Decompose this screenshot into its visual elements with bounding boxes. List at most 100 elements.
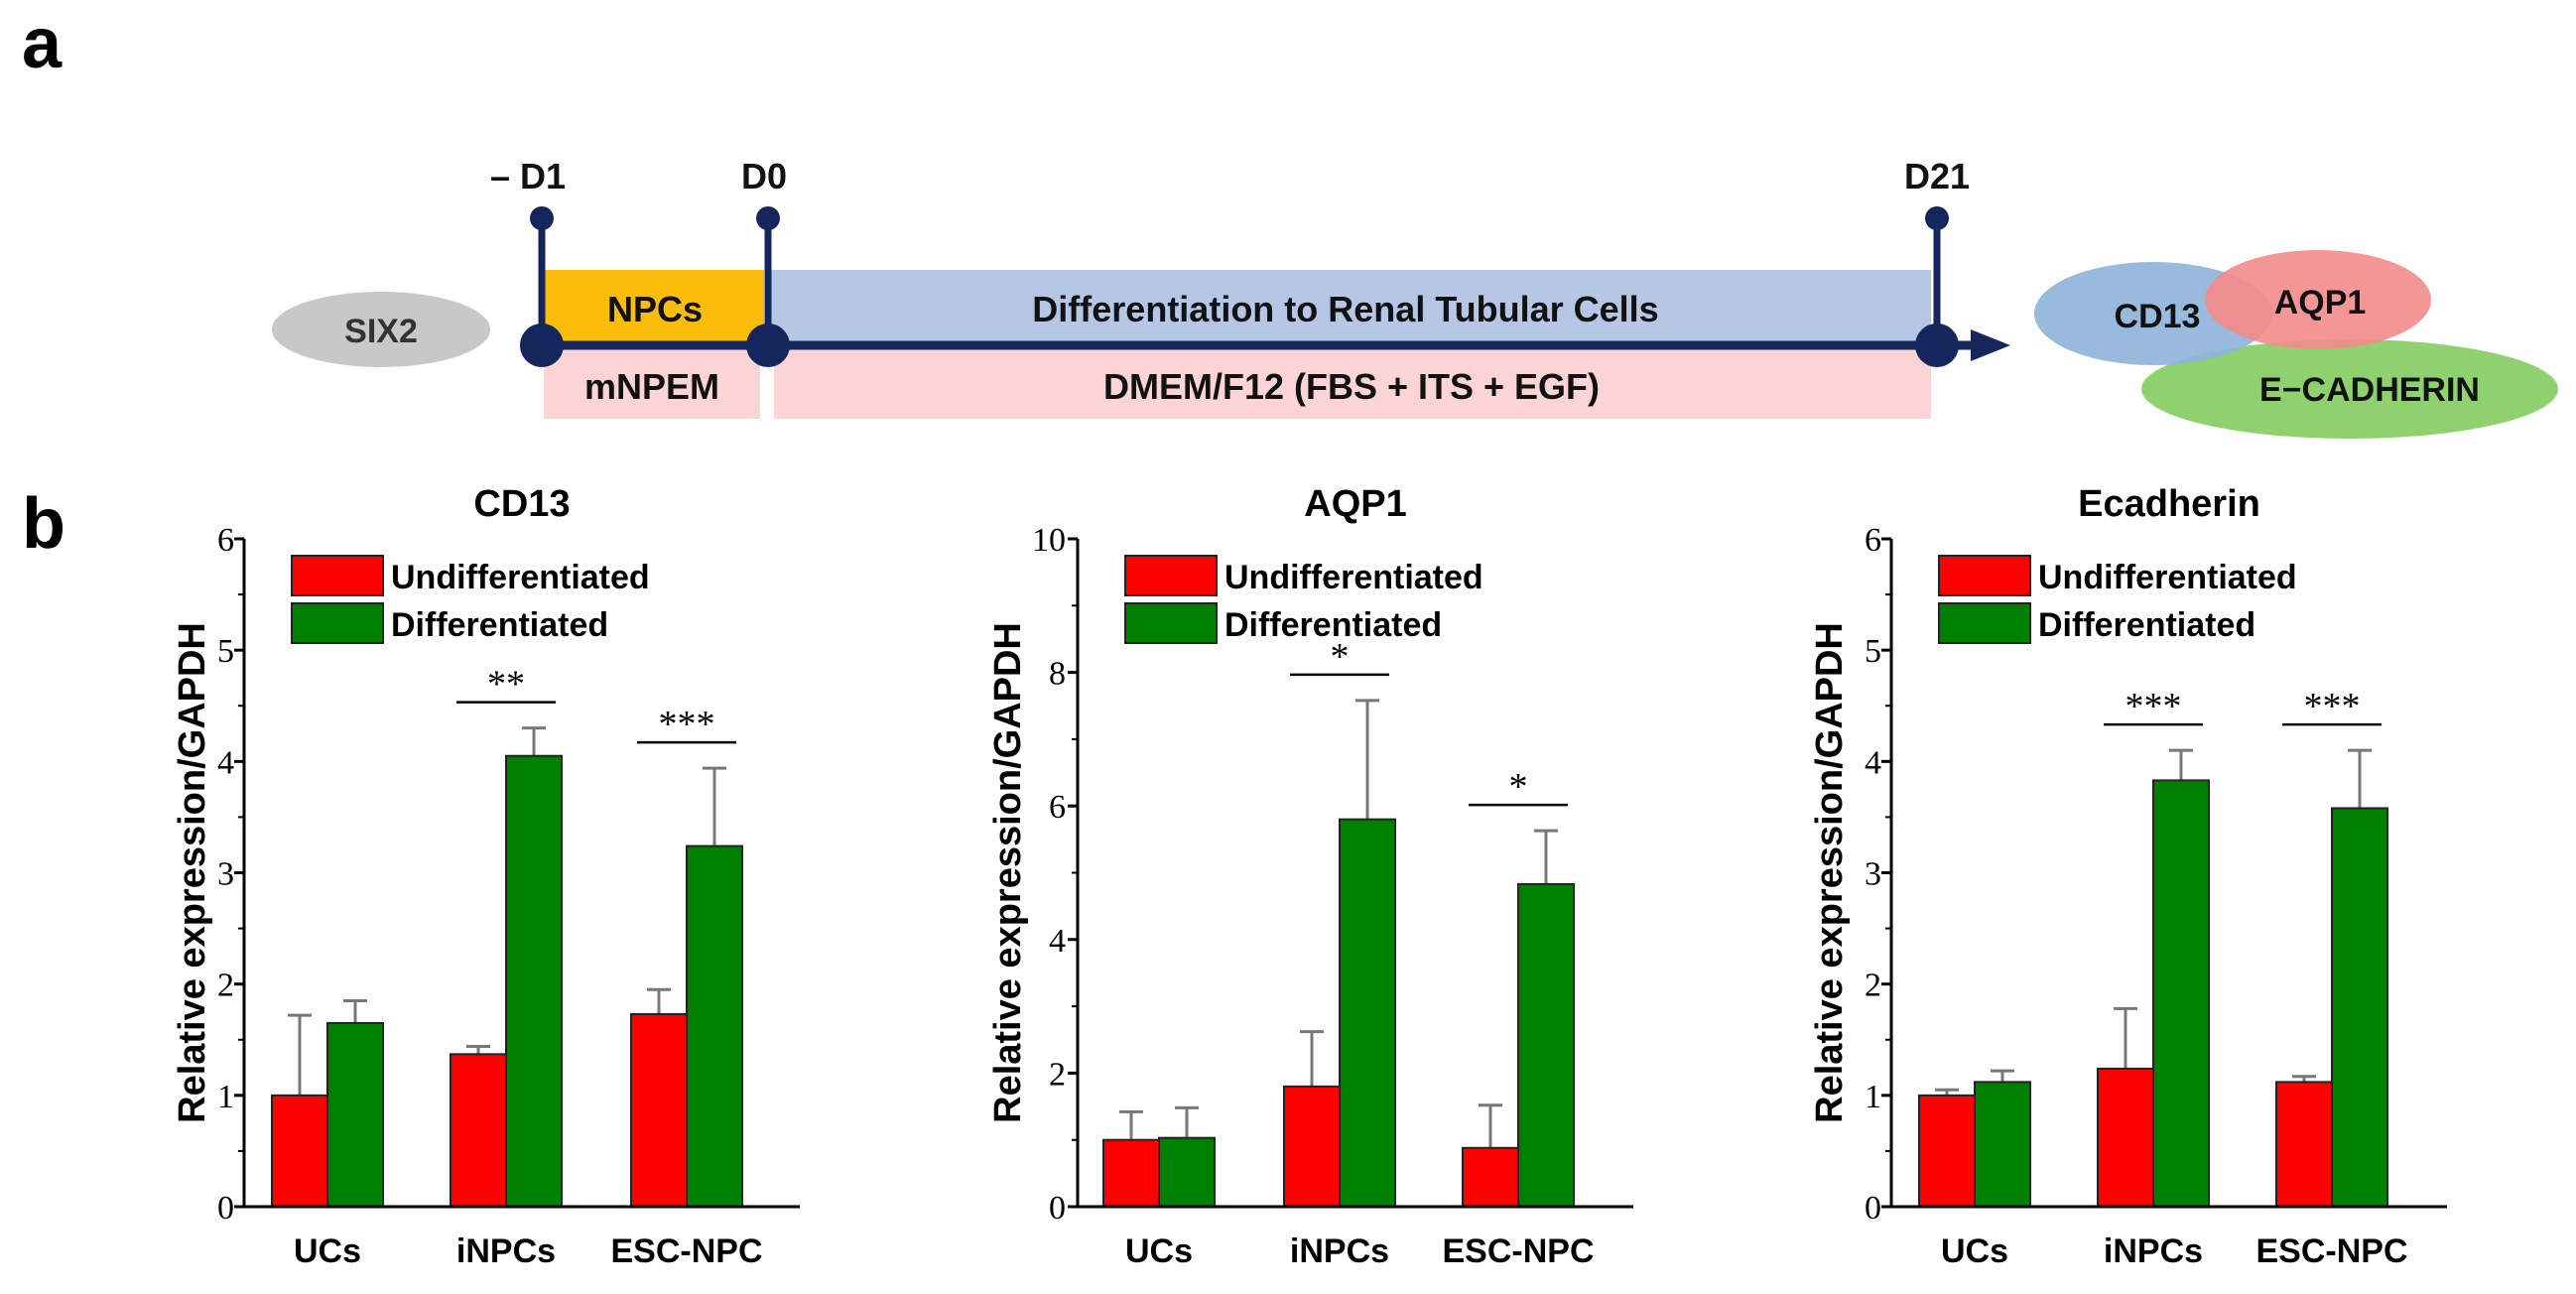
y-tick-label: 3 bbox=[1865, 856, 1881, 893]
bar-diff-esc-npc bbox=[1517, 882, 1575, 1208]
mnpem-media-label: mNPEM bbox=[584, 366, 719, 407]
x-tick-label: UCs bbox=[294, 1232, 361, 1270]
differentiation-stage-label: Differentiation to Renal Tubular Cells bbox=[1032, 289, 1658, 329]
chart-ecadherin: 0 1 2 3 4 5 6 UCs iNPCs ESC-NPC Ecadherin Relative … bbox=[1809, 483, 2447, 1270]
bar-diff-inpcs bbox=[2152, 779, 2210, 1208]
bar-undiff-esc-npc bbox=[2275, 1081, 2333, 1208]
timeline-diagram: SIX2 NPCs Differentiation to Renal Tubul… bbox=[272, 156, 2558, 439]
significance-stars: *** bbox=[2125, 686, 2182, 727]
tick-d-minus1-knob bbox=[530, 206, 554, 230]
timeline-arrow-icon bbox=[1971, 329, 2010, 361]
bar-undiff-ucs bbox=[271, 1094, 328, 1209]
y-tick-label: 2 bbox=[1865, 968, 1881, 1004]
x-tick-label: ESC-NPC bbox=[1442, 1232, 1594, 1270]
chart-title: AQP1 bbox=[1304, 483, 1406, 525]
marker-d21: D21 bbox=[1904, 156, 1970, 196]
aqp1-ellipse bbox=[2205, 250, 2431, 349]
marker-d-minus1: – D1 bbox=[490, 156, 566, 196]
chart-cd13: 0 1 2 3 4 5 6 UCs iNPCs ESC-NPC CD13 Relative expre… bbox=[172, 483, 800, 1270]
y-tick-label: 2 bbox=[1049, 1056, 1066, 1093]
y-tick-label: 5 bbox=[1865, 633, 1881, 670]
y-tick-label: 4 bbox=[1865, 744, 1881, 781]
x-tick-label: UCs bbox=[1125, 1232, 1193, 1270]
y-tick-label: 6 bbox=[1865, 522, 1881, 559]
bar-diff-esc-npc bbox=[686, 844, 743, 1209]
legend-label: Differentiated bbox=[2038, 606, 2255, 644]
tick-d-minus1-node bbox=[520, 324, 564, 367]
legend-swatch-diff bbox=[1938, 602, 2031, 644]
bar-undiff-inpcs bbox=[450, 1053, 507, 1208]
y-axis-label: Relative expression/GAPDH bbox=[172, 622, 213, 1123]
tick-d21-node bbox=[1915, 324, 1959, 367]
y-tick-label: 6 bbox=[1049, 789, 1066, 826]
significance-stars: * bbox=[1331, 636, 1350, 678]
y-tick-label: 8 bbox=[1049, 656, 1066, 693]
bar-undiff-esc-npc bbox=[630, 1012, 688, 1208]
legend-label: Undifferentiated bbox=[391, 559, 650, 596]
tick-d21-knob bbox=[1925, 206, 1949, 230]
dmem-media-label: DMEM/F12 (FBS + ITS + EGF) bbox=[1103, 366, 1600, 407]
npcs-stage-box bbox=[544, 270, 764, 343]
cd13-label: CD13 bbox=[2115, 298, 2201, 335]
x-tick-label: UCs bbox=[1941, 1232, 2008, 1270]
y-axis-label: Relative expression/GAPDH bbox=[1809, 622, 1851, 1123]
chart-aqp1: 0 2 4 6 8 10 UCs iNPCs ESC-NPC AQP1 Relative expre… bbox=[987, 483, 1633, 1270]
bar-diff-inpcs bbox=[1339, 818, 1396, 1208]
legend-swatch-diff bbox=[291, 602, 384, 644]
legend-swatch-diff bbox=[1124, 602, 1218, 644]
dmem-media-box bbox=[774, 347, 1931, 419]
chart-title: CD13 bbox=[473, 483, 570, 525]
tick-d0-node bbox=[746, 324, 790, 367]
legend-label: Differentiated bbox=[1224, 606, 1442, 644]
differentiation-stage-box bbox=[770, 270, 1931, 343]
legend-swatch-undiff bbox=[1124, 555, 1218, 596]
chart-title: Ecadherin bbox=[2078, 483, 2260, 525]
bar-undiff-esc-npc bbox=[1462, 1146, 1519, 1208]
bar-diff-ucs bbox=[326, 1021, 384, 1209]
bar-diff-esc-npc bbox=[2331, 807, 2388, 1209]
legend-swatch-undiff bbox=[291, 555, 384, 596]
x-tick-label: iNPCs bbox=[1290, 1232, 1389, 1270]
bar-undiff-ucs bbox=[1918, 1094, 1976, 1209]
y-tick-label: 5 bbox=[217, 633, 234, 670]
y-tick-label: 4 bbox=[217, 744, 234, 781]
legend-label: Undifferentiated bbox=[1224, 559, 1483, 596]
bar-diff-ucs bbox=[1974, 1081, 2031, 1208]
panel-b-label: b bbox=[22, 484, 65, 564]
y-tick-label: 0 bbox=[1865, 1190, 1881, 1227]
six2-ellipse bbox=[272, 292, 490, 367]
six2-label: SIX2 bbox=[344, 313, 418, 350]
y-tick-label: 0 bbox=[1049, 1190, 1066, 1227]
bar-undiff-ucs bbox=[1102, 1138, 1160, 1208]
y-tick-label: 10 bbox=[1032, 522, 1066, 559]
y-tick-label: 6 bbox=[217, 522, 234, 559]
legend-label: Differentiated bbox=[391, 606, 608, 644]
y-tick-label: 3 bbox=[217, 856, 234, 893]
legend-label: Undifferentiated bbox=[2038, 559, 2297, 596]
legend-swatch-undiff bbox=[1938, 555, 2031, 596]
x-tick-label: iNPCs bbox=[2104, 1232, 2203, 1270]
tick-d0-knob bbox=[756, 206, 780, 230]
significance-stars: *** bbox=[659, 704, 715, 745]
marker-d0: D0 bbox=[741, 156, 787, 196]
y-tick-label: 2 bbox=[217, 968, 234, 1004]
y-tick-label: 0 bbox=[217, 1190, 234, 1227]
aqp1-label: AQP1 bbox=[2274, 284, 2367, 322]
y-tick-label: 4 bbox=[1049, 923, 1066, 960]
npcs-stage-label: NPCs bbox=[607, 289, 703, 329]
ecadherin-label: E−CADHERIN bbox=[2259, 371, 2480, 409]
bar-undiff-inpcs bbox=[2097, 1067, 2154, 1208]
x-tick-label: ESC-NPC bbox=[2255, 1232, 2407, 1270]
significance-stars: * bbox=[1509, 766, 1528, 808]
significance-stars: *** bbox=[2304, 686, 2361, 727]
bar-diff-inpcs bbox=[505, 754, 563, 1208]
x-tick-label: ESC-NPC bbox=[610, 1232, 762, 1270]
bar-diff-ucs bbox=[1158, 1136, 1216, 1209]
significance-stars: ** bbox=[487, 664, 525, 706]
y-tick-label: 1 bbox=[1865, 1079, 1881, 1115]
ecadherin-ellipse bbox=[2141, 339, 2558, 439]
x-tick-label: iNPCs bbox=[456, 1232, 556, 1270]
y-tick-label: 1 bbox=[217, 1079, 234, 1115]
